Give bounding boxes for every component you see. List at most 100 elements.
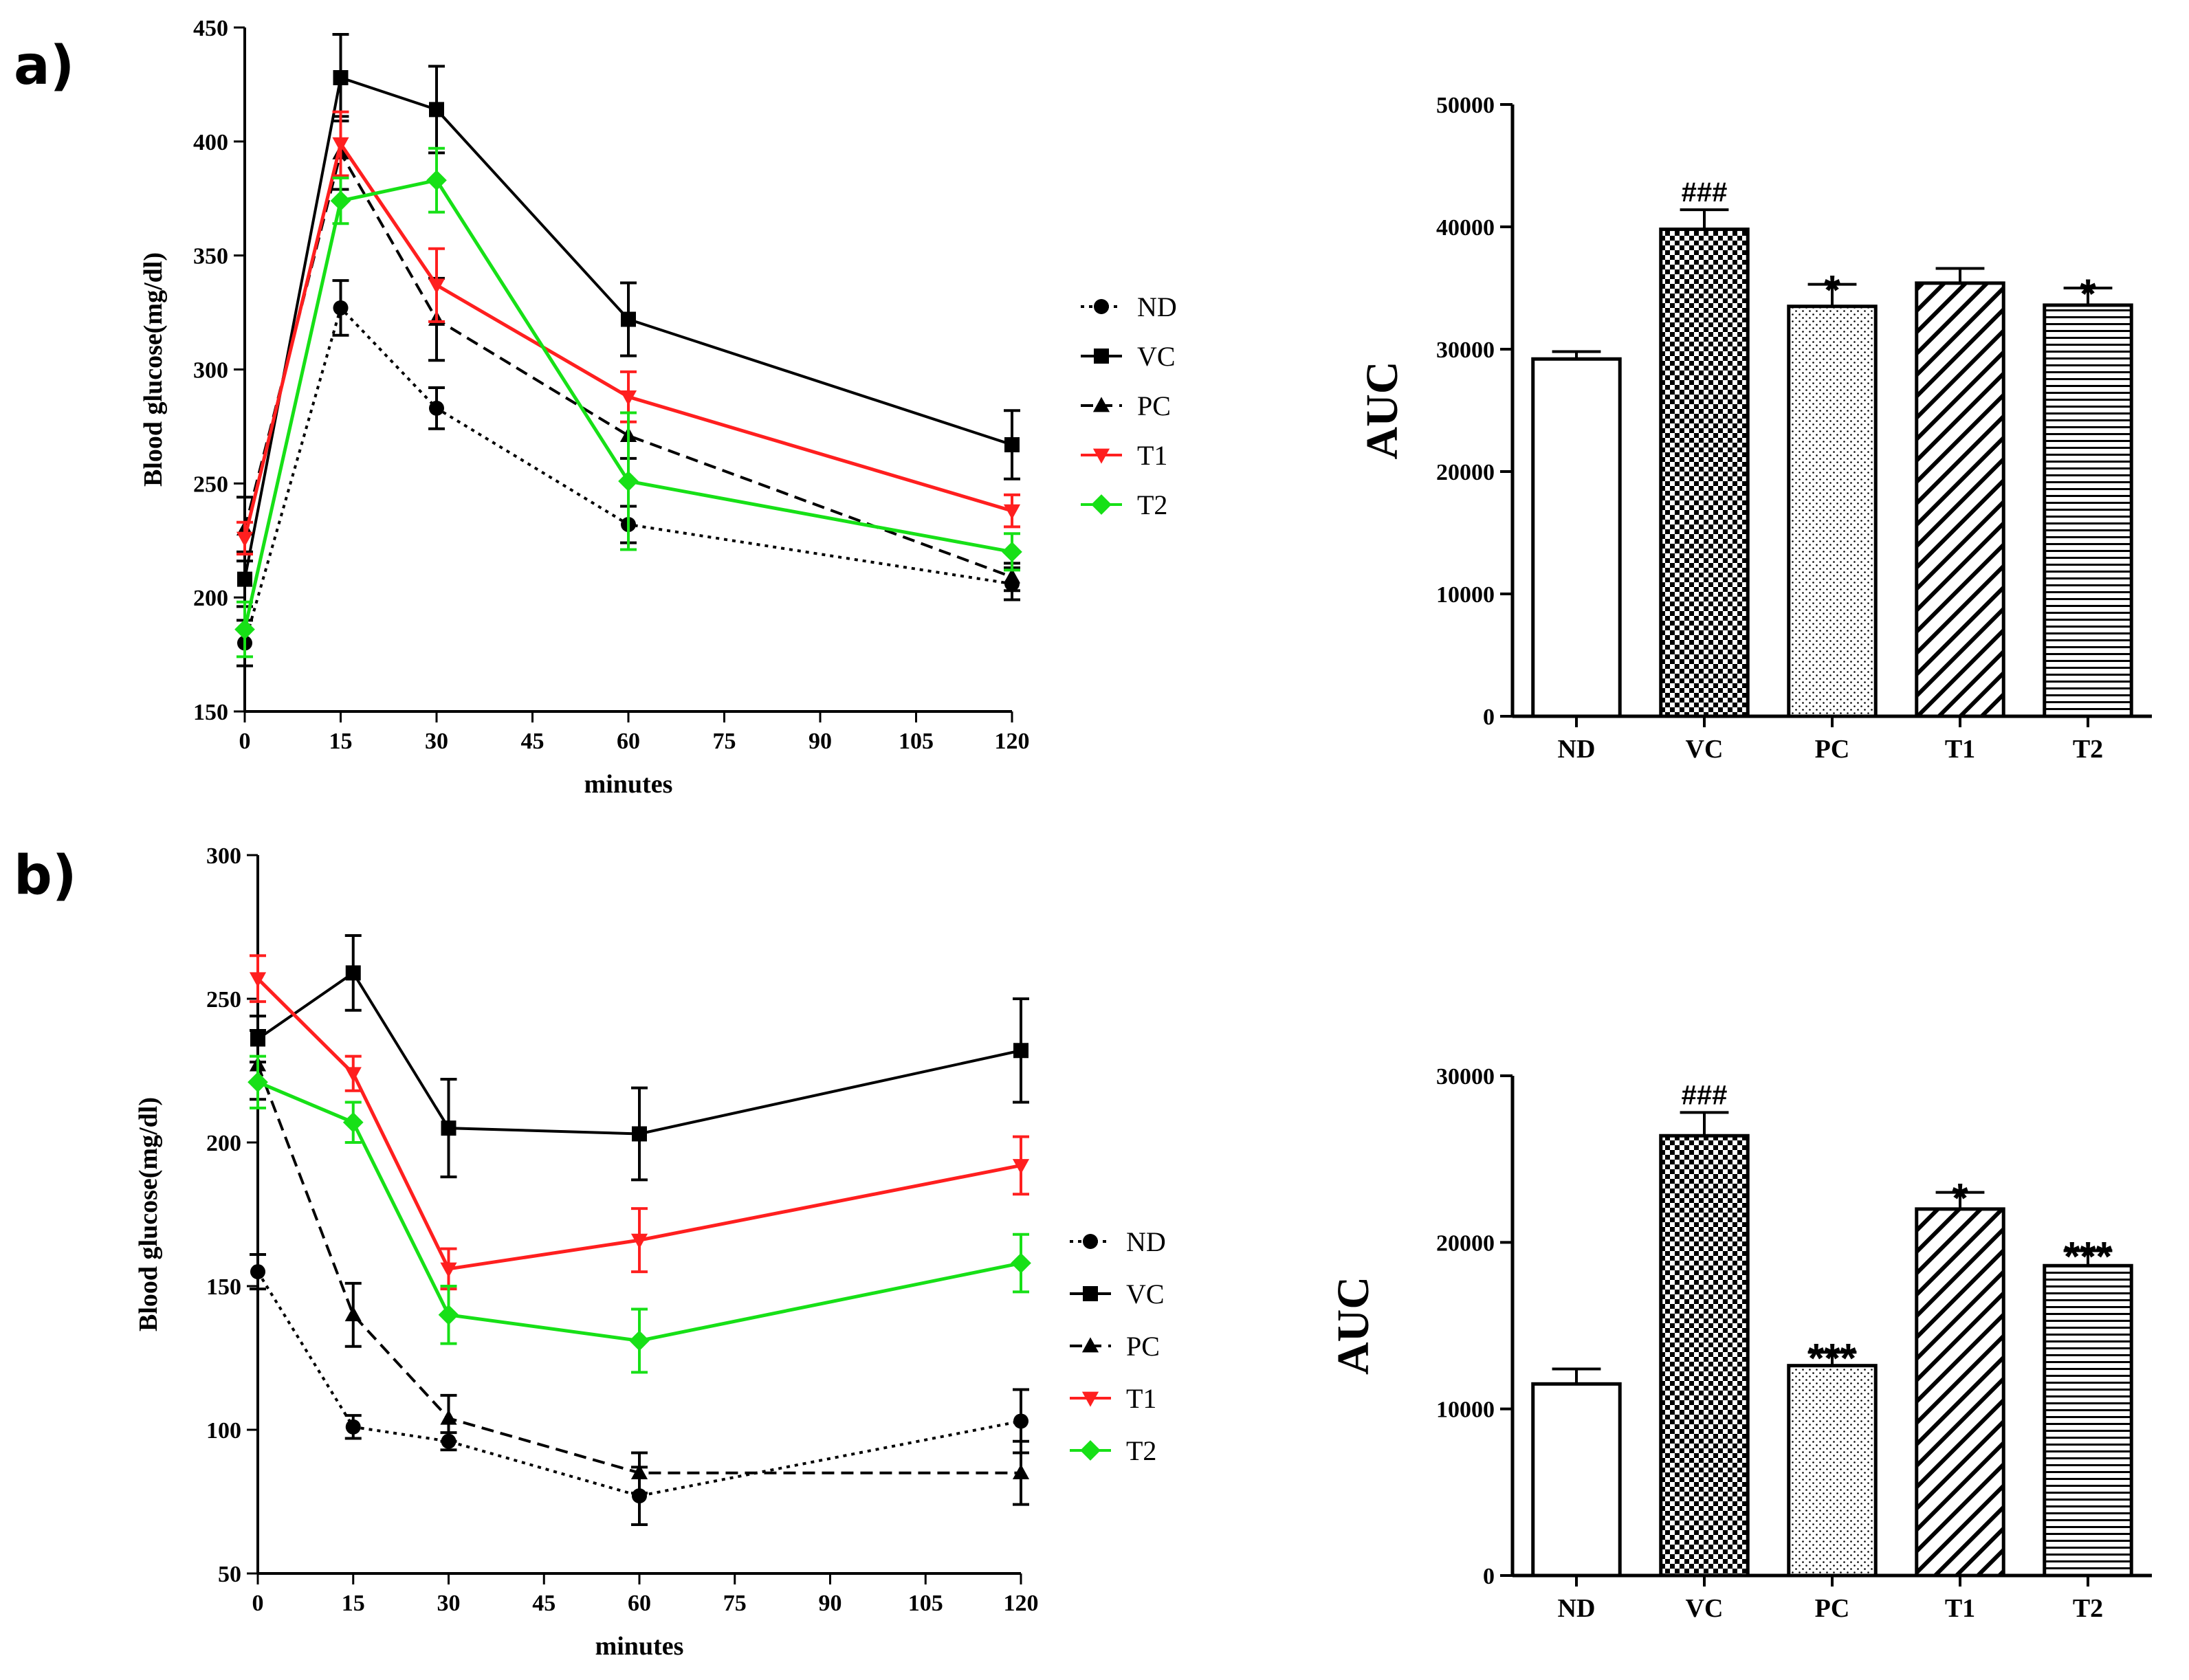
y-tick-label: 450: [193, 16, 228, 41]
x-tick-label: T2: [2073, 1594, 2103, 1623]
data-point: [345, 965, 361, 981]
data-point: [1013, 1413, 1028, 1429]
x-tick-label: PC: [1815, 735, 1850, 764]
panel-label-b: b): [14, 845, 76, 907]
data-point: [1012, 1464, 1030, 1480]
x-tick-label: 60: [628, 1591, 651, 1616]
x-tick-label: 90: [808, 729, 832, 754]
legend-marker-t2: [1080, 1440, 1101, 1461]
y-axis-title: AUC: [1328, 1276, 1378, 1375]
data-point: [1011, 1252, 1031, 1274]
series-t2: [234, 146, 1022, 659]
bar-vc: [1659, 228, 1750, 718]
y-tick-label: 250: [206, 987, 241, 1013]
data-point: [426, 170, 447, 191]
data-point: [429, 102, 444, 118]
data-point: [333, 69, 349, 85]
x-tick-label: 45: [521, 729, 544, 754]
x-tick-label: ND: [1558, 735, 1596, 764]
significance-t1: *: [1952, 1175, 1968, 1222]
data-point: [1003, 504, 1021, 520]
x-axis-title: minutes: [584, 770, 673, 799]
legend-label-vc: VC: [1126, 1279, 1165, 1309]
y-tick-label: 150: [206, 1274, 241, 1300]
bar-vc: [1659, 1134, 1750, 1578]
x-tick-label: 0: [252, 1591, 264, 1616]
x-tick-label: 0: [239, 729, 251, 754]
series-t2: [248, 1054, 1031, 1374]
legend-label-pc: PC: [1126, 1331, 1160, 1362]
y-tick-label: 20000: [1436, 460, 1495, 485]
series-vc: [236, 32, 1020, 608]
x-axis-title: minutes: [595, 1632, 684, 1661]
x-tick-label: ND: [1558, 1594, 1596, 1623]
x-tick-label: VC: [1686, 735, 1724, 764]
chart-b-bar: 0 10000 20000 30000 AUC ND VC ### PC *** T1 * T2 ***: [1328, 1064, 2152, 1623]
series-t1: [236, 110, 1021, 556]
data-point: [344, 1306, 362, 1322]
x-tick-label: PC: [1815, 1594, 1850, 1623]
legend-marker-pc: [1081, 1337, 1099, 1353]
x-tick-label: 120: [1004, 1591, 1039, 1616]
legend-marker-t1: [1081, 1391, 1099, 1407]
chart-a-line: 150 200 250 300 350 400 450 0 15 30 45 60 75 90 105 120…: [139, 16, 1177, 799]
bar-t2: [2043, 1263, 2133, 1578]
legend-label-t1: T1: [1126, 1383, 1156, 1414]
legend-marker-nd: [1094, 299, 1109, 314]
y-tick-label: 200: [193, 586, 228, 611]
legend-marker-pc: [1092, 397, 1110, 412]
series-pc: [249, 1028, 1030, 1506]
y-tick-label: 100: [206, 1418, 241, 1444]
data-point: [630, 1233, 648, 1249]
data-point: [428, 278, 446, 294]
x-tick-label: 15: [342, 1591, 365, 1616]
y-tick-label: 150: [193, 700, 228, 725]
x-tick-label: VC: [1686, 1594, 1724, 1623]
bar-t1: [1915, 1207, 2005, 1578]
data-point: [438, 1304, 459, 1325]
y-tick-label: 400: [193, 130, 228, 155]
data-point: [330, 190, 351, 211]
y-tick-label: 50000: [1436, 93, 1495, 118]
x-tick-label: 105: [908, 1591, 943, 1616]
bar-t1: [1915, 281, 2005, 718]
data-point: [342, 1112, 364, 1133]
data-point: [630, 1464, 648, 1480]
data-point: [618, 471, 639, 491]
significance-t2: *: [2080, 271, 2096, 317]
y-tick-label: 30000: [1436, 1064, 1495, 1090]
data-point: [333, 300, 349, 316]
x-tick-label: 30: [437, 1591, 461, 1616]
y-tick-label: 30000: [1436, 338, 1495, 363]
y-tick-label: 10000: [1436, 1397, 1495, 1423]
legend-label-t2: T2: [1126, 1435, 1156, 1466]
x-tick-label: T1: [1945, 1594, 1975, 1623]
bar-t2: [2043, 303, 2133, 718]
data-point: [237, 571, 252, 587]
x-tick-label: 30: [425, 729, 448, 754]
data-point: [344, 1067, 362, 1083]
x-tick-label: 45: [532, 1591, 556, 1616]
y-tick-label: 40000: [1436, 215, 1495, 241]
data-point: [632, 1126, 647, 1142]
data-point: [1002, 541, 1022, 562]
data-point: [1012, 1159, 1030, 1175]
y-tick-label: 350: [193, 244, 228, 269]
data-point: [629, 1330, 650, 1351]
significance-t2: ***: [2064, 1233, 2113, 1279]
bar-nd: [1531, 357, 1622, 718]
significance-pc: ***: [1808, 1335, 1857, 1381]
significance-vc: ###: [1682, 177, 1728, 208]
series-vc: [250, 934, 1029, 1182]
legend-label-t1: T1: [1137, 440, 1167, 471]
y-tick-label: 200: [206, 1131, 241, 1156]
legend-marker-nd: [1083, 1234, 1098, 1249]
data-point: [332, 137, 349, 153]
data-point: [441, 1120, 456, 1136]
y-tick-label: 250: [193, 472, 228, 497]
legend-label-nd: ND: [1137, 291, 1177, 322]
data-point: [440, 1262, 457, 1278]
chart-a-bar: 0 10000 20000 30000 40000 50000 AUC ND VC ### PC * T…: [1357, 93, 2152, 764]
y-tick-label: 300: [193, 358, 228, 384]
